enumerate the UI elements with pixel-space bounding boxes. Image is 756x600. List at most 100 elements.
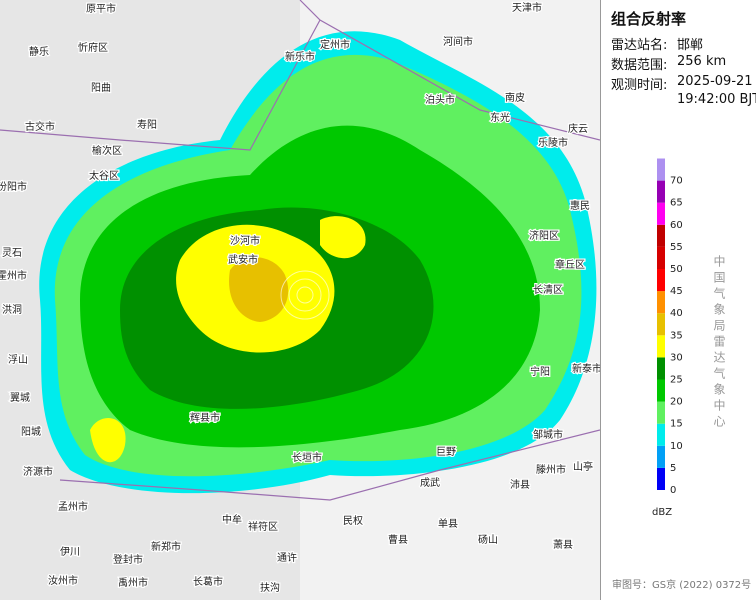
place-label: 汝州市 — [48, 574, 78, 587]
legend-cell — [657, 291, 665, 314]
place-label: 泊头市 — [425, 93, 455, 106]
place-label: 巨野 — [436, 446, 456, 458]
place-label: 翼城 — [10, 392, 30, 404]
legend-tick-label: 35 — [670, 330, 683, 341]
place-label: 灵石 — [2, 247, 22, 259]
footer: 审图号：GS京 (2022) 0372号 — [612, 580, 752, 591]
place-label: 庆云 — [568, 122, 588, 135]
place-label: 古交市 — [25, 120, 55, 133]
legend-tick-label: 20 — [670, 397, 683, 408]
legend-cell — [657, 401, 665, 424]
place-label: 章丘区 — [555, 258, 585, 271]
legend: 0 5 10 15 20 25 30 35 40 45 50 55 60 65 70 dBZ — [652, 158, 683, 518]
echo-yellow — [90, 418, 126, 463]
place-label: 沙河市 — [230, 234, 260, 247]
place-label: 定州市 — [320, 38, 350, 51]
place-label: 单县 — [438, 518, 458, 530]
info-label: 数据范围: — [611, 58, 668, 73]
place-label: 沛县 — [510, 478, 530, 491]
legend-cell — [657, 357, 665, 380]
place-label: 山亭 — [573, 460, 593, 473]
place-label: 阳城 — [21, 426, 41, 438]
place-label: 砀山 — [478, 534, 498, 546]
place-label: 原平市 — [86, 2, 116, 15]
place-label: 静乐 — [29, 45, 49, 58]
legend-tick-label: 55 — [670, 242, 683, 253]
info-value: 邯郸 — [677, 38, 704, 53]
place-label: 成武 — [420, 476, 440, 489]
legend-unit: dBZ — [652, 507, 672, 518]
legend-cell — [657, 246, 665, 269]
legend-tick-label: 0 — [670, 485, 676, 496]
place-label: 寿阳 — [137, 118, 157, 131]
legend-panel: 组合反射率 中国气象局雷达气象中心 雷达站名: 邯郸 数据范围: 256 km 观测时间… — [600, 0, 756, 600]
place-label: 禹州市 — [118, 576, 148, 589]
legend-tick-label: 30 — [670, 352, 683, 363]
legend-cell — [657, 202, 665, 225]
place-label: 济阳区 — [529, 229, 559, 242]
legend-cell — [657, 180, 665, 203]
place-label: 民权 — [343, 514, 363, 527]
place-label: 宁阳 — [530, 365, 550, 378]
legend-tick-label: 50 — [670, 264, 683, 275]
legend-cell — [657, 224, 665, 247]
legend-tick-label: 65 — [670, 198, 683, 209]
legend-cell — [657, 379, 665, 402]
legend-cell — [657, 269, 665, 292]
place-label: 长葛市 — [193, 575, 223, 588]
legend-tick-label: 60 — [670, 220, 683, 231]
info-label: 观测时间: — [611, 78, 668, 93]
place-label: 滕州市 — [536, 463, 566, 476]
info-label: 雷达站名: — [611, 38, 668, 53]
place-label: 霍州市 — [0, 269, 27, 282]
info-value: 19:42:00 BJT — [677, 92, 756, 107]
echo-yellow — [320, 216, 366, 259]
place-label: 汾阳市 — [0, 180, 27, 193]
place-label: 中牟 — [222, 513, 242, 526]
legend-tick-label: 25 — [670, 375, 683, 386]
panel-title: 组合反射率 — [611, 10, 687, 28]
legend-cell — [657, 467, 665, 490]
place-label: 新泰市 — [572, 362, 600, 375]
place-label: 祥符区 — [248, 520, 278, 533]
place-label: 扶沟 — [260, 581, 280, 594]
credit: 中国气象局雷达气象中心 — [712, 255, 726, 431]
place-label: 登封市 — [113, 553, 143, 566]
legend-tick-label: 5 — [670, 463, 676, 474]
place-label: 曹县 — [388, 533, 408, 546]
place-label: 阳曲 — [91, 82, 111, 94]
place-label: 辉县市 — [190, 411, 220, 424]
place-label: 萧县 — [553, 539, 573, 551]
place-label: 新乐市 — [285, 50, 315, 63]
place-label: 太谷区 — [89, 169, 119, 182]
legend-tick-label: 10 — [670, 441, 683, 452]
clutter-rings — [280, 270, 330, 320]
place-label: 孟州市 — [58, 500, 88, 513]
place-label: 忻府区 — [78, 41, 108, 54]
echo-gold — [229, 257, 289, 322]
place-label: 南皮 — [505, 91, 525, 104]
info-value: 256 km — [677, 54, 727, 69]
place-label: 洪洞 — [2, 304, 22, 316]
place-label: 通许 — [277, 552, 297, 564]
place-label: 长清区 — [533, 283, 563, 296]
place-label: 长垣市 — [292, 451, 322, 464]
place-label: 邹城市 — [533, 428, 563, 441]
legend-tick-label: 15 — [670, 419, 683, 430]
place-label: 榆次区 — [92, 144, 122, 157]
legend-tick-label: 40 — [670, 308, 683, 319]
place-label: 惠民 — [570, 199, 590, 212]
legend-cell — [657, 445, 665, 468]
place-label: 东光 — [490, 111, 510, 124]
legend-tick-label: 70 — [670, 176, 683, 187]
place-label: 天津市 — [512, 1, 542, 14]
place-label: 伊川 — [60, 546, 80, 558]
legend-cell — [657, 335, 665, 358]
place-label: 乐陵市 — [538, 136, 568, 149]
info-value: 2025-09-21 — [677, 74, 753, 89]
place-label: 济源市 — [23, 465, 53, 478]
place-label: 新郑市 — [151, 540, 181, 553]
legend-cell — [657, 158, 665, 181]
